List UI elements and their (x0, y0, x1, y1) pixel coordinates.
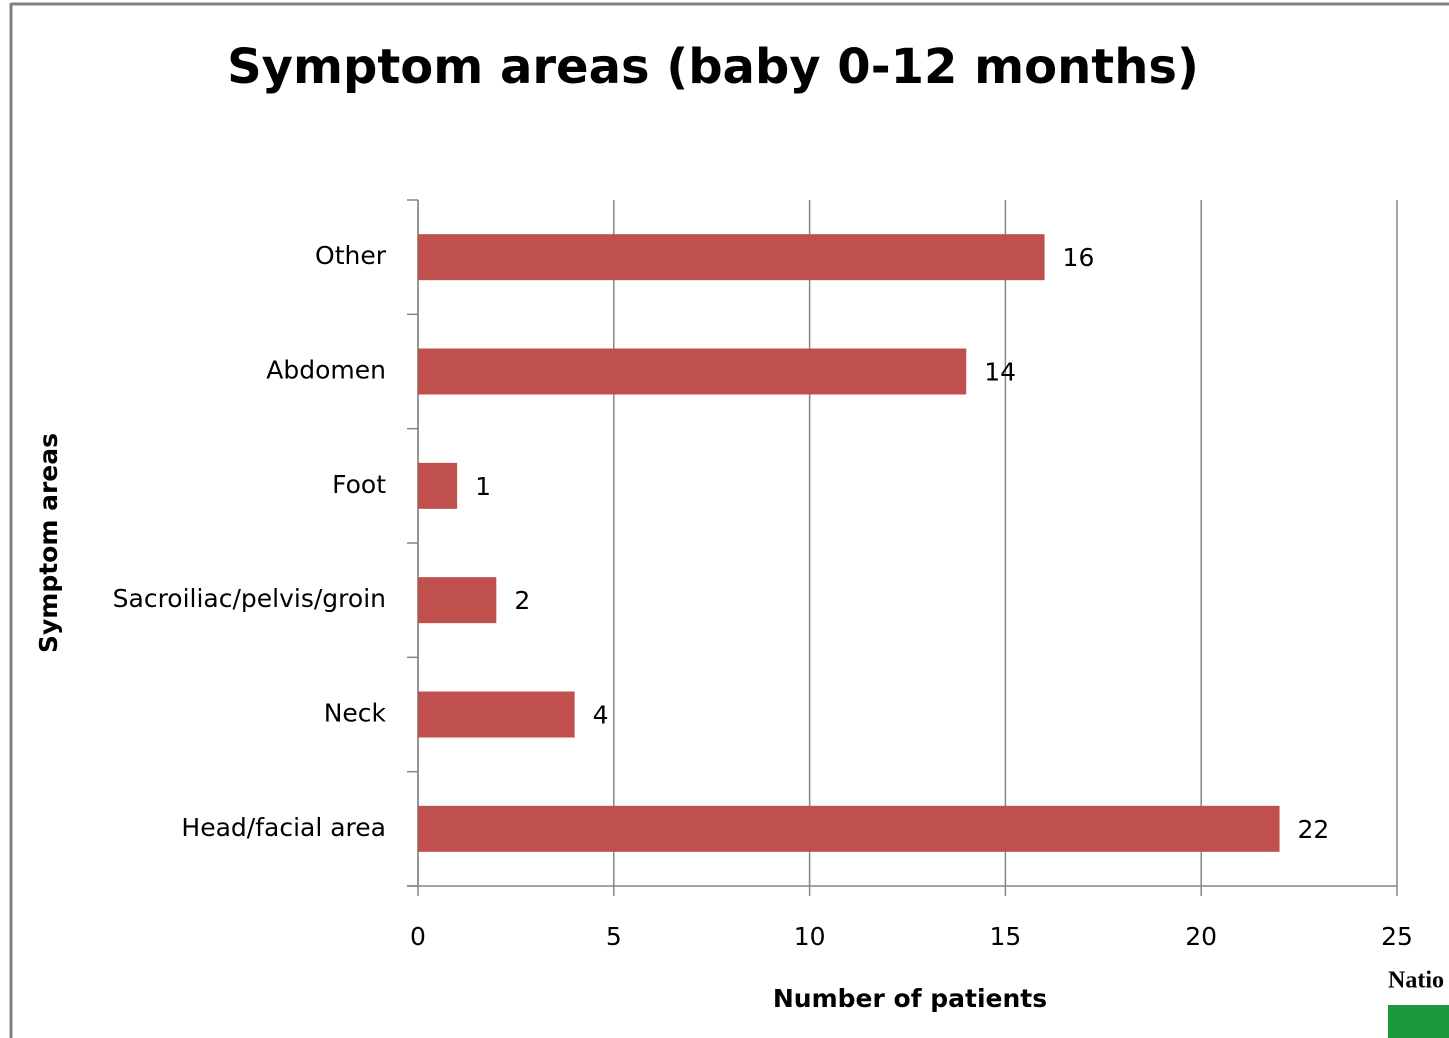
y-tick-label: Foot (332, 470, 386, 499)
chart-title: Symptom areas (baby 0-12 months) (227, 39, 1199, 95)
value-label: 4 (593, 701, 609, 730)
x-tick-label: 10 (794, 922, 826, 951)
bar (418, 348, 967, 395)
x-axis-title: Number of patients (773, 984, 1047, 1013)
y-tick-label: Neck (324, 699, 387, 728)
bar (418, 577, 497, 624)
value-label: 14 (984, 358, 1016, 387)
value-label: 22 (1298, 815, 1330, 844)
y-tick-label: Sacroiliac/pelvis/groin (113, 584, 386, 613)
bar (418, 462, 458, 509)
bar (418, 234, 1045, 281)
y-tick-label: Head/facial area (181, 813, 386, 842)
x-tick-label: 25 (1381, 922, 1413, 951)
y-tick-label: Other (315, 241, 387, 270)
bar (418, 805, 1280, 852)
logo-text: Natio (1388, 968, 1444, 994)
y-tick-label: Abdomen (266, 356, 386, 385)
bar (418, 691, 575, 738)
x-tick-label: 15 (989, 922, 1021, 951)
logo (1388, 1005, 1449, 1038)
x-tick-label: 20 (1185, 922, 1217, 951)
value-label: 1 (475, 472, 491, 501)
x-tick-label: 0 (410, 922, 426, 951)
value-label: 2 (514, 586, 530, 615)
x-tick-label: 5 (606, 922, 622, 951)
value-label: 16 (1063, 243, 1095, 272)
y-axis-title: Symptom areas (34, 433, 63, 653)
